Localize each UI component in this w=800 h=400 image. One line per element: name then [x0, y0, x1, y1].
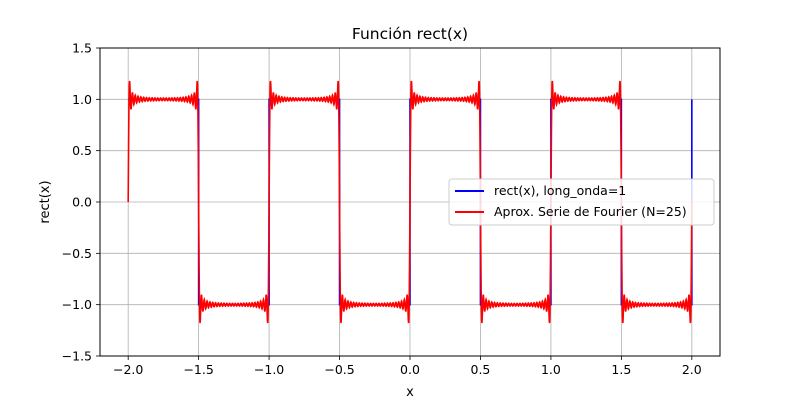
- y-tick-label: 1.5: [72, 41, 92, 56]
- chart-title: Función rect(x): [352, 25, 468, 43]
- legend-label-fourier: Aprox. Serie de Fourier (N=25): [494, 204, 687, 219]
- legend: rect(x), long_onda=1 Aprox. Serie de Fou…: [448, 178, 715, 226]
- x-tick-label: 2.0: [682, 362, 702, 377]
- x-tick-label: −1.5: [183, 362, 213, 377]
- y-axis: −1.5 −1.0 −0.5 0.0 0.5 1.0 1.5: [62, 41, 100, 364]
- y-tick-label: 1.0: [72, 92, 92, 107]
- legend-box: [448, 178, 715, 226]
- x-tick-label: −0.5: [324, 362, 354, 377]
- x-axis-label: x: [406, 385, 414, 400]
- x-tick-label: 0.0: [400, 362, 420, 377]
- y-tick-label: 0.0: [72, 195, 92, 210]
- x-tick-label: −1.0: [254, 362, 284, 377]
- x-axis: −2.0 −1.5 −1.0 −0.5 0.0 0.5 1.0 1.5 2.0: [113, 356, 702, 377]
- plot-area: [127, 80, 693, 324]
- y-tick-label: −1.0: [62, 297, 92, 312]
- series-line-fourier: [127, 80, 693, 324]
- y-tick-label: −0.5: [62, 246, 92, 261]
- series-group: [127, 80, 693, 324]
- x-tick-label: 1.5: [611, 362, 631, 377]
- legend-label-rect: rect(x), long_onda=1: [494, 183, 626, 198]
- x-tick-label: −2.0: [113, 362, 143, 377]
- x-tick-label: 1.0: [541, 362, 561, 377]
- x-tick-label: 0.5: [471, 362, 491, 377]
- y-axis-label: rect(x): [38, 180, 53, 223]
- y-tick-label: 0.5: [72, 143, 92, 158]
- y-tick-label: −1.5: [62, 349, 92, 364]
